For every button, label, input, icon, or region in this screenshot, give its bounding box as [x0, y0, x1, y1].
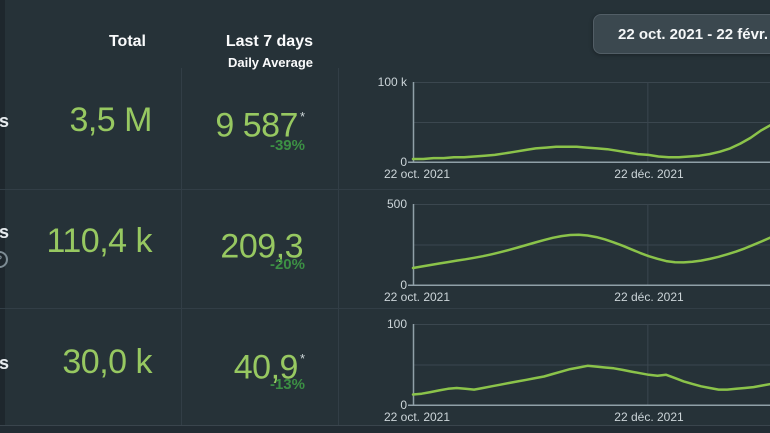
metric-row-2: s ? 110,4 k 209,3 -20% 500 0 22 oct. 202…: [0, 189, 770, 308]
avg-number: 40,9: [233, 348, 299, 387]
x-axis-label-oct: 22 oct. 2021: [383, 410, 451, 424]
avg-number: 209,3: [220, 227, 303, 266]
footnote-marker: *: [299, 109, 305, 124]
x-axis-label-dec: 22 déc. 2021: [614, 167, 684, 181]
left-edge-strip: [0, 0, 5, 433]
x-axis-label-oct: 22 oct. 2021: [383, 290, 451, 304]
row-separator-1: [0, 189, 770, 190]
total-value: 30,0 k: [62, 343, 152, 381]
row-label-truncated: s: [0, 353, 10, 373]
column-header-total: Total: [108, 33, 146, 50]
row-label-truncated: s: [0, 222, 10, 242]
next-row-edge: [0, 425, 770, 433]
daily-average-value: 9 587 *: [155, 100, 305, 145]
y-axis-zero-label: 0: [400, 278, 407, 292]
row-separator-2: [0, 308, 770, 309]
x-axis-label-dec: 22 déc. 2021: [614, 290, 684, 304]
percent-change: -39%: [269, 137, 305, 154]
column-divider-2: [338, 68, 339, 425]
metric-row-1: s 3,5 M 9 587 * -39% 100 k 0 22 oct. 2021…: [0, 68, 770, 189]
daily-average-value: 40,9 *: [155, 342, 305, 387]
x-axis-label-dec: 22 déc. 2021: [614, 410, 684, 424]
y-axis-max-label: 500: [386, 197, 407, 211]
footnote-marker: *: [299, 351, 305, 366]
x-axis-label-oct: 22 oct. 2021: [383, 167, 451, 181]
line-chart[interactable]: [405, 204, 770, 289]
percent-change: -20%: [269, 256, 305, 273]
date-range-selector[interactable]: 22 oct. 2021 - 22 févr.: [593, 14, 770, 54]
avg-number: 9 587: [215, 106, 298, 145]
metric-row-3: s 30,0 k 40,9 * -13% 100 0 22 oct. 2021 2…: [0, 308, 770, 425]
column-header-last7days: Last 7 days: [225, 33, 313, 50]
column-header-daily-average: Daily Average: [227, 55, 313, 70]
y-axis-max-label: 100: [386, 317, 407, 331]
y-axis-max-label: 100 k: [377, 75, 407, 89]
percent-change: -13%: [269, 376, 305, 393]
line-chart[interactable]: [405, 324, 770, 409]
line-chart[interactable]: [405, 82, 770, 166]
y-axis-zero-label: 0: [400, 155, 407, 169]
total-value: 3,5 M: [69, 101, 152, 139]
y-axis-zero-label: 0: [400, 398, 407, 412]
date-range-text: 22 oct. 2021 - 22 févr.: [618, 25, 769, 43]
column-divider-1: [181, 68, 182, 425]
daily-average-value: 209,3: [155, 221, 305, 266]
total-value: 110,4 k: [46, 222, 152, 260]
row-label-truncated: s: [0, 111, 10, 131]
